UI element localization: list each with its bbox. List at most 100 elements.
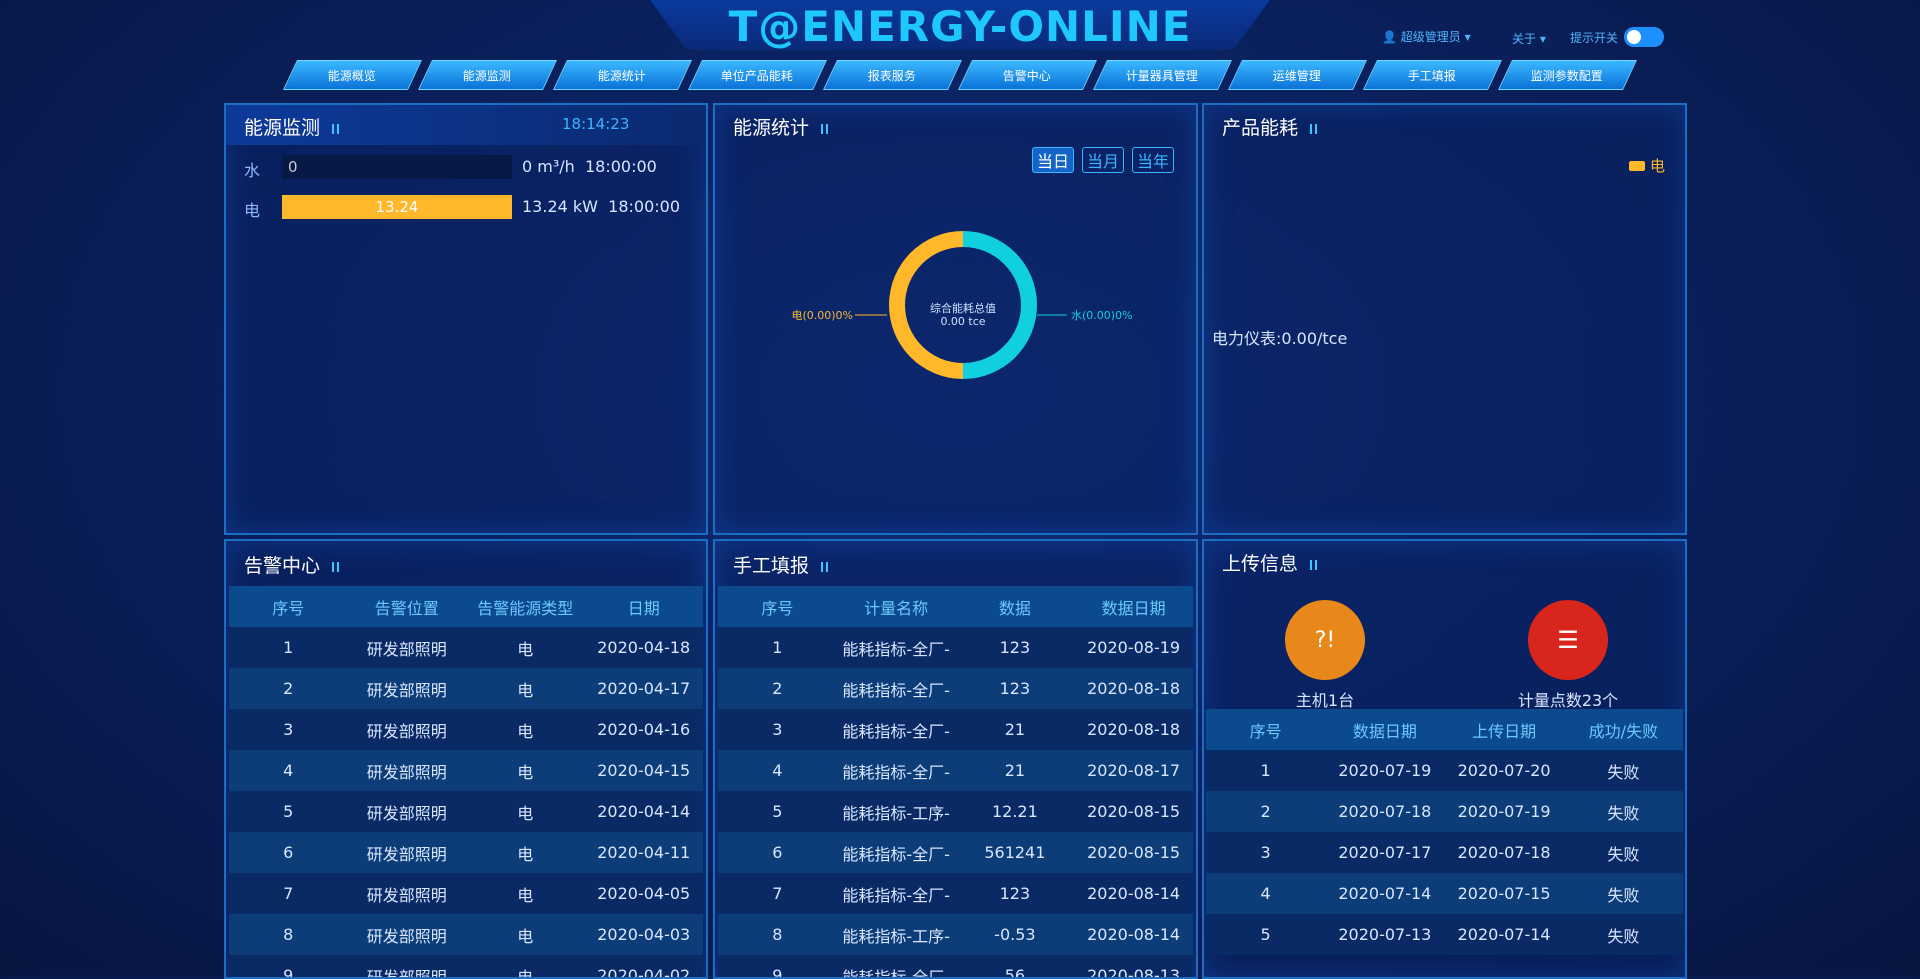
reading: 0 m³/h 18:00:00	[522, 157, 657, 176]
column-header: 告警能源类型	[466, 595, 585, 619]
cell: 电	[466, 964, 585, 979]
note: 电力仪表:0.00/tce	[1212, 325, 1347, 349]
nav-button[interactable]: 告警中心	[958, 60, 1097, 90]
cell: 3	[1206, 843, 1325, 862]
column-header: 成功/失败	[1564, 718, 1683, 742]
panel-title: 上传信息	[1222, 549, 1317, 576]
cell: 能耗指标-全厂-	[837, 636, 956, 660]
user-menu[interactable]: 👤 超级管理员 ▾	[1382, 28, 1471, 45]
about-menu[interactable]: 关于 ▾	[1512, 30, 1546, 47]
cell: 7	[229, 884, 348, 903]
about-text: 关于	[1512, 32, 1536, 46]
cell: 2020-07-14	[1445, 925, 1564, 944]
legend-text: 电	[1650, 157, 1665, 175]
donut-label: 电(0.00)0%	[791, 309, 853, 322]
cell: 4	[1206, 884, 1325, 903]
cell: 2020-07-17	[1325, 843, 1444, 862]
nav-button[interactable]: 手工填报	[1363, 60, 1502, 90]
cell: 2020-07-15	[1445, 884, 1564, 903]
nav-button[interactable]: 单位产品能耗	[688, 60, 827, 90]
cell: 123	[956, 884, 1075, 903]
product-panel: 产品能耗 电 电力仪表:0.00/tce	[1202, 103, 1687, 535]
cell: 56	[956, 966, 1075, 979]
nav-button[interactable]: 能源监测	[418, 60, 557, 90]
cell: 失败	[1564, 800, 1683, 824]
cell: 2020-08-14	[1074, 884, 1193, 903]
cell: 电	[466, 800, 585, 824]
row-label: 电	[244, 197, 260, 221]
cell: 2	[718, 679, 837, 698]
tab[interactable]: 当月	[1082, 147, 1124, 173]
cell: 2020-08-13	[1074, 966, 1193, 979]
cell: 4	[229, 761, 348, 780]
nav-text: 能源概览	[328, 67, 376, 84]
points-icon: ☰	[1528, 600, 1608, 680]
donut: 电(0.00)0% 水(0.00)0% 综合能耗总值 0.00 tce	[715, 205, 1198, 445]
table-header: 序号告警位置告警能源类型日期	[229, 586, 703, 627]
cell: 561241	[956, 843, 1075, 862]
nav-button[interactable]: 计量器具管理	[1093, 60, 1232, 90]
tabs: 当日当月当年	[1032, 147, 1174, 173]
column-header: 序号	[718, 595, 837, 619]
nav-text: 监测参数配置	[1531, 67, 1603, 84]
cell: 2020-08-17	[1074, 761, 1193, 780]
cell: 2020-04-11	[585, 843, 704, 862]
cell: 2020-04-05	[585, 884, 704, 903]
tab[interactable]: 当年	[1132, 147, 1174, 173]
cell: 2020-07-19	[1325, 761, 1444, 780]
nav-button[interactable]: 运维管理	[1228, 60, 1367, 90]
cell: 2	[1206, 802, 1325, 821]
column-header: 数据日期	[1074, 595, 1193, 619]
column-header: 数据日期	[1325, 718, 1444, 742]
cell: 能耗指标-工序-	[837, 800, 956, 824]
nav-text: 计量器具管理	[1126, 67, 1198, 84]
time: 18:14:23	[562, 115, 629, 133]
nav-text: 能源监测	[463, 67, 511, 84]
cell: 研发部照明	[348, 923, 467, 947]
nav-button[interactable]: 监测参数配置	[1498, 60, 1637, 90]
column-header: 数据	[956, 595, 1075, 619]
cell: 电	[466, 718, 585, 742]
cell: 2020-08-18	[1074, 720, 1193, 739]
cell: 6	[718, 843, 837, 862]
cell: 9	[229, 966, 348, 979]
column-header: 告警位置	[348, 595, 467, 619]
cell: 失败	[1564, 841, 1683, 865]
toggle[interactable]	[1624, 27, 1664, 47]
toggle-knob	[1627, 30, 1641, 44]
cell: 电	[466, 841, 585, 865]
cell: 研发部照明	[348, 800, 467, 824]
nav-button[interactable]: 能源统计	[553, 60, 692, 90]
cell: 能耗指标-全厂-	[837, 677, 956, 701]
user-icon: 👤	[1382, 30, 1401, 44]
cell: 2020-07-19	[1445, 802, 1564, 821]
cell: 2020-08-19	[1074, 638, 1193, 657]
cell: 5	[229, 802, 348, 821]
panel-title: 告警中心	[244, 551, 339, 578]
tab[interactable]: 当日	[1032, 147, 1074, 173]
stats-panel: 能源统计 当日当月当年 电(0.00)0% 水(0.00)0% 综合能耗总值 0…	[713, 103, 1198, 535]
value-bar: 0	[282, 155, 512, 179]
cell: 6	[229, 843, 348, 862]
cell: 2020-07-18	[1445, 843, 1564, 862]
cell: 12.21	[956, 802, 1075, 821]
cell: 2020-04-02	[585, 966, 704, 979]
cell: 123	[956, 638, 1075, 657]
donut-center: 0.00 tce	[940, 315, 985, 328]
cell: 2020-08-15	[1074, 843, 1193, 862]
nav-button[interactable]: 能源概览	[283, 60, 422, 90]
nav-button[interactable]: 报表服务	[823, 60, 962, 90]
